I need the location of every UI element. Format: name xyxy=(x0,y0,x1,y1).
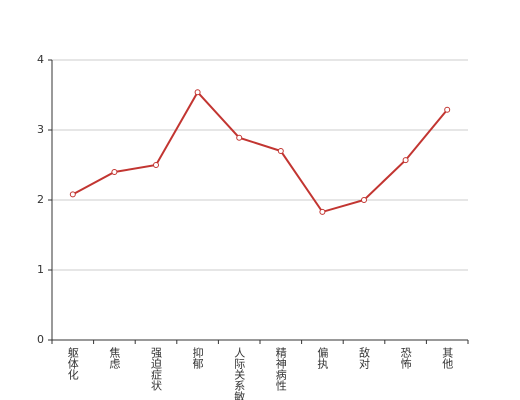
x-tick-label: 敌对 xyxy=(358,346,371,369)
y-tick-label: 1 xyxy=(37,263,44,276)
point xyxy=(444,106,451,113)
y-tick-label: 4 xyxy=(37,53,44,66)
point xyxy=(153,162,159,168)
point xyxy=(236,134,243,141)
point xyxy=(402,157,409,164)
point xyxy=(111,169,118,175)
point xyxy=(361,197,367,203)
point xyxy=(69,191,76,198)
x-tick-label: 强迫症状 xyxy=(150,347,163,391)
x-tick-label: 焦虑 xyxy=(108,347,121,369)
x-tick-label: 其他 xyxy=(441,347,454,369)
point xyxy=(194,89,201,96)
y-tick-label: 3 xyxy=(37,123,44,136)
x-tick-label: 恐怖 xyxy=(399,347,412,369)
x-tick-label: 人际关系敏感 xyxy=(233,347,246,400)
x-tick-label: 偏执 xyxy=(316,346,329,370)
x-tick-label: 抑郁 xyxy=(191,346,204,369)
line xyxy=(72,90,448,214)
point xyxy=(319,208,326,215)
x-tick-label: 躯体化 xyxy=(66,347,79,381)
point xyxy=(277,148,284,154)
x-tick-label: 精神病性 xyxy=(274,347,287,392)
y-tick-label: 0 xyxy=(37,333,44,346)
y-tick-label: 2 xyxy=(37,193,44,206)
